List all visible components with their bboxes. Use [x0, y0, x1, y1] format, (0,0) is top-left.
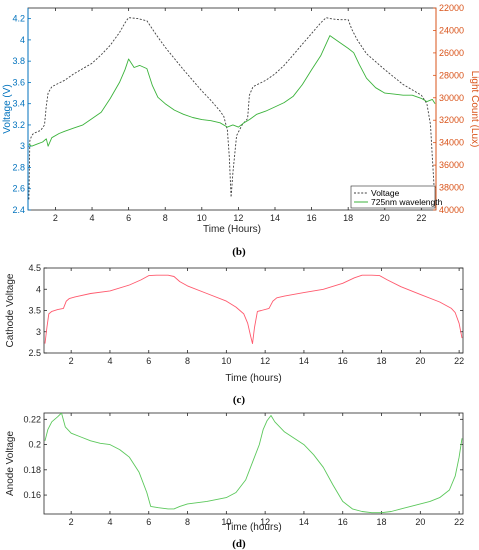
y-tick-label: 2.8	[12, 162, 25, 172]
x-tick-label: 18	[343, 213, 353, 223]
y-axis-label: Voltage (V)	[2, 84, 13, 133]
x-tick-label: 22	[454, 356, 464, 366]
chart-anode-voltage: 2 4 6 8 10 12 14 16 18 20 22 0.16 0.18 0.2 0.22 Time (h…	[5, 412, 464, 533]
x-tick-label: 6	[146, 517, 151, 527]
y-right-tick-label: 32000	[439, 115, 464, 125]
y-tick-label: 2.4	[12, 205, 25, 215]
plot-frame	[43, 267, 464, 354]
x-tick-label: 4	[90, 213, 95, 223]
x-tick-label: 14	[299, 517, 309, 527]
x-tick-label: 14	[299, 356, 309, 366]
x-tick-label: 6	[146, 356, 151, 366]
x-tick-label: 4	[107, 517, 112, 527]
x-axis-label: Time (Hours)	[203, 224, 261, 235]
y-right-tick-label: 22000	[439, 3, 464, 13]
y-tick-label: 3	[20, 141, 25, 151]
y-tick-label: 2.5	[28, 348, 41, 358]
panel-label-d: (d)	[232, 538, 246, 550]
x-tick-label: 16	[338, 356, 348, 366]
x-tick-label: 4	[107, 356, 112, 366]
y-tick-label: 4.5	[28, 263, 41, 273]
series-line-voltage	[28, 17, 435, 200]
series-line-1	[44, 413, 463, 514]
y-right-tick-label: 30000	[439, 93, 464, 103]
y-right-tick-label: 38000	[439, 183, 464, 193]
x-tick-label: 22	[454, 517, 464, 527]
panel-label-c: (c)	[233, 394, 246, 406]
y-right-tick-label: 26000	[439, 48, 464, 58]
y-tick-label: 4	[20, 35, 25, 45]
y-right-tick-label: 36000	[439, 160, 464, 170]
legend-entry: 725nm wavelength	[371, 197, 443, 207]
chart-cathode-voltage: 2 4 6 8 10 12 14 16 18 20 22 2.5 3 3.5 4 4.5 Time (hours…	[5, 263, 464, 384]
y-tick-label: 2.6	[12, 184, 25, 194]
x-tick-label: 16	[307, 213, 317, 223]
x-tick-label: 18	[377, 517, 387, 527]
x-tick-label: 6	[126, 213, 131, 223]
y-tick-label: 0.16	[23, 490, 41, 500]
y-tick-label: 4	[36, 284, 41, 294]
y-axis-label-right: Light Count (Lux)	[469, 71, 479, 148]
y-tick-label: 0.2	[28, 440, 41, 450]
x-tick-label: 12	[260, 517, 270, 527]
panel-label-b: (b)	[232, 246, 246, 258]
y-right-tick-label: 24000	[439, 25, 464, 35]
y-tick-label: 0.18	[23, 465, 41, 475]
series-line-725nm-wavelength	[28, 35, 436, 147]
y-tick-label: 3.2	[12, 120, 25, 130]
series-line-1	[44, 274, 463, 345]
x-tick-label: 20	[415, 356, 425, 366]
y-tick-label: 4.2	[12, 14, 25, 24]
x-tick-label: 10	[221, 517, 231, 527]
x-tick-label: 12	[233, 213, 243, 223]
x-tick-label: 8	[185, 517, 190, 527]
x-tick-label: 14	[270, 213, 280, 223]
y-tick-label: 3.8	[12, 56, 25, 66]
x-tick-label: 10	[197, 213, 207, 223]
y-tick-label: 3.5	[28, 306, 41, 316]
y-right-tick-label: 28000	[439, 70, 464, 80]
legend-entry: Voltage	[371, 188, 400, 198]
chart-voltage-light-count: 2 4 6 8 10 12 14 16 18 20 22 2.4 2.6 2.8 3 3.2 3.4 3.6 3.8…	[2, 3, 479, 235]
x-tick-label: 10	[221, 356, 231, 366]
x-tick-label: 2	[69, 517, 74, 527]
y-right-tick-label: 40000	[439, 205, 464, 215]
y-tick-label: 3.4	[12, 99, 25, 109]
x-tick-label: 22	[416, 213, 426, 223]
x-tick-label: 2	[53, 213, 58, 223]
x-tick-label: 18	[377, 356, 387, 366]
plot-frame	[43, 412, 464, 515]
plot-frame	[27, 7, 437, 211]
y-tick-label: 0.22	[23, 414, 41, 424]
x-tick-label: 2	[69, 356, 74, 366]
y-axis-label: Cathode Voltage	[5, 273, 16, 347]
x-tick-label: 20	[415, 517, 425, 527]
x-tick-label: 8	[185, 356, 190, 366]
y-tick-label: 3	[36, 327, 41, 337]
legend-box	[350, 185, 436, 209]
x-axis-label: Time (hours)	[225, 373, 281, 384]
x-tick-label: 16	[338, 517, 348, 527]
x-tick-label: 8	[163, 213, 168, 223]
x-tick-label: 12	[260, 356, 270, 366]
x-tick-label: 20	[380, 213, 390, 223]
y-tick-label: 3.6	[12, 77, 25, 87]
x-axis-label: Time (hours)	[225, 522, 281, 533]
y-axis-label: Anode Voltage	[5, 431, 16, 496]
y-right-tick-label: 34000	[439, 138, 464, 148]
